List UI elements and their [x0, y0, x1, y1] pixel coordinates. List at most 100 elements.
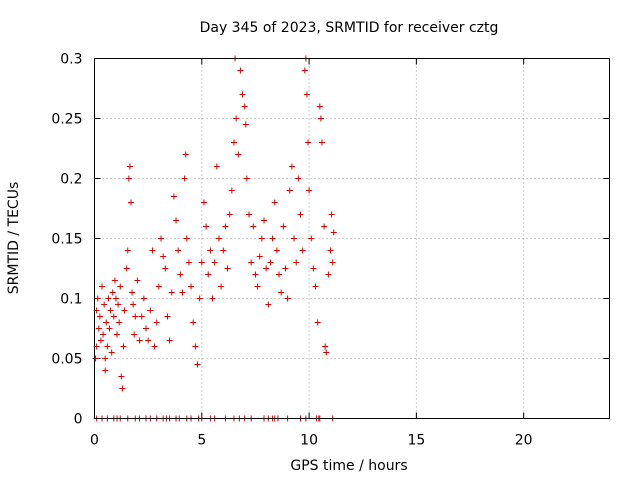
data-point [200, 199, 207, 206]
data-point [109, 289, 116, 296]
tick-labels: 0 0.05 0.1 0.15 0.2 0.25 0.3 0 5 10 15 20 [51, 52, 532, 449]
data-point [179, 289, 186, 296]
data-point [318, 139, 325, 146]
data-point [330, 229, 337, 236]
data-point [308, 235, 315, 242]
data-points [92, 55, 337, 422]
data-point [147, 307, 154, 314]
data-point [115, 301, 122, 308]
data-point [273, 247, 280, 254]
data-point [291, 235, 298, 242]
chart-title: Day 345 of 2023, SRMTID for receiver czt… [200, 20, 499, 36]
data-point [190, 319, 197, 326]
y-tick-label: 0.2 [60, 172, 82, 188]
data-point [119, 385, 126, 392]
data-point [104, 343, 111, 350]
data-point [205, 271, 212, 278]
data-point [155, 283, 162, 290]
data-point [220, 247, 227, 254]
data-point [209, 295, 216, 302]
data-point [94, 295, 101, 302]
data-point [140, 295, 147, 302]
data-point [321, 223, 328, 230]
data-point [173, 217, 180, 224]
data-point [256, 253, 263, 260]
data-point [265, 301, 272, 308]
data-point [102, 367, 109, 374]
data-point [258, 235, 265, 242]
data-point [235, 151, 242, 158]
x-tick-label: 20 [515, 433, 533, 449]
data-point [185, 259, 192, 266]
data-point [182, 151, 189, 158]
data-point [241, 103, 248, 110]
data-point [92, 355, 99, 362]
x-axis-label: GPS time / hours [290, 458, 407, 474]
data-point [230, 139, 237, 146]
data-point [127, 199, 134, 206]
data-point [252, 271, 259, 278]
data-point [188, 283, 195, 290]
data-point [203, 223, 210, 230]
data-point [198, 259, 205, 266]
data-point [278, 289, 285, 296]
data-point [131, 331, 138, 338]
data-point [222, 223, 229, 230]
y-tick-label: 0.05 [51, 352, 82, 368]
y-tick-label: 0.25 [51, 112, 82, 128]
data-point [207, 247, 214, 254]
data-point [116, 319, 123, 326]
data-point [120, 343, 127, 350]
tick-marks [94, 58, 610, 419]
data-point [305, 139, 312, 146]
data-point [102, 355, 109, 362]
data-point [286, 187, 293, 194]
data-point [100, 331, 107, 338]
data-point [158, 235, 165, 242]
data-point [263, 265, 270, 272]
data-point [108, 349, 115, 356]
data-point [280, 223, 287, 230]
data-point [183, 235, 190, 242]
x-tick-label: 5 [197, 433, 206, 449]
data-point [136, 337, 143, 344]
data-point [107, 307, 114, 314]
data-point [317, 115, 324, 122]
data-point [284, 295, 291, 302]
data-point [295, 175, 302, 182]
data-point [213, 163, 220, 170]
data-point [327, 247, 334, 254]
x-tick-label: 0 [90, 433, 99, 449]
data-point [103, 319, 110, 326]
y-axis-label: SRMTID / TECUs [6, 182, 22, 295]
data-point [160, 253, 167, 260]
data-point [218, 283, 225, 290]
data-point [192, 343, 199, 350]
data-point [181, 175, 188, 182]
data-point [129, 289, 136, 296]
data-point [246, 211, 252, 218]
data-point [312, 283, 319, 290]
data-point [168, 289, 175, 296]
y-tick-label: 0.15 [51, 232, 82, 248]
data-point [153, 319, 160, 326]
data-point [123, 265, 130, 272]
x-tick-label: 15 [407, 433, 425, 449]
y-tick-label: 0.1 [60, 292, 82, 308]
data-point [95, 325, 102, 332]
data-point [177, 271, 184, 278]
data-point [271, 199, 278, 206]
data-point [134, 277, 141, 284]
data-point [297, 211, 304, 218]
data-point [114, 331, 121, 338]
data-point [228, 187, 235, 194]
data-point [145, 337, 152, 344]
data-point [329, 259, 336, 266]
data-point [250, 223, 257, 230]
data-point [303, 91, 310, 98]
data-point [125, 175, 132, 182]
data-point [299, 247, 306, 254]
data-point [306, 187, 313, 194]
data-point [233, 115, 240, 122]
